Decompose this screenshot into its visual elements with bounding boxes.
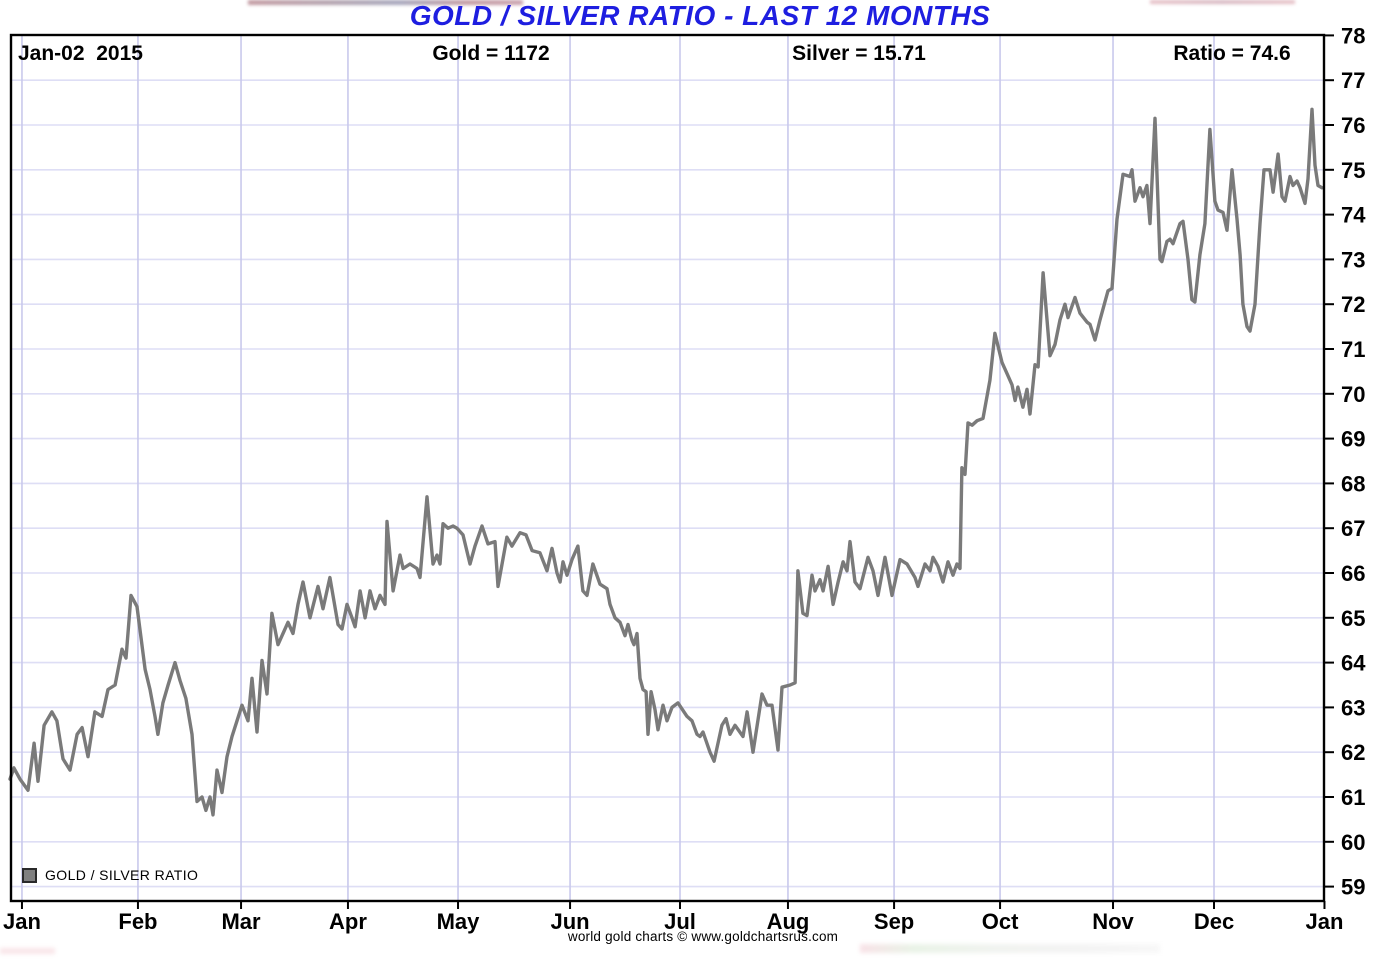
x-tick-label: Apr: [329, 909, 367, 934]
x-tick-label: Jan: [3, 909, 41, 934]
x-tick-label: Jan: [1306, 909, 1344, 934]
y-tick-label: 74: [1341, 203, 1366, 228]
x-tick-label: Nov: [1092, 909, 1134, 934]
legend-swatch-icon: [22, 867, 37, 883]
plot-frame: [9, 33, 1326, 903]
x-tick-label: Dec: [1194, 909, 1234, 934]
credit-footer: world gold charts © www.goldchartsrus.co…: [567, 929, 839, 944]
ratio-line-series: [8, 107, 1324, 817]
y-tick-label: 72: [1341, 292, 1365, 317]
y-tick-label: 68: [1341, 471, 1365, 496]
y-tick-label: 63: [1341, 695, 1365, 720]
x-tick-label: Jul: [664, 909, 696, 934]
x-tick-label: Feb: [118, 909, 157, 934]
y-tick-label: 71: [1341, 337, 1365, 362]
y-tick-label: 66: [1341, 561, 1365, 586]
page-title: GOLD / SILVER RATIO - LAST 12 MONTHS: [409, 0, 991, 31]
x-tick-label: May: [437, 909, 481, 934]
x-tick-label: Mar: [221, 909, 261, 934]
x-tick-label: Aug: [767, 909, 810, 934]
y-tick-label: 69: [1341, 427, 1365, 452]
readout-silver: Silver = 15.71: [792, 42, 926, 65]
x-tick-label: Sep: [874, 909, 914, 934]
y-tick-label: 77: [1341, 68, 1365, 93]
readout-gold: Gold = 1172: [432, 42, 550, 65]
y-tick-label: 78: [1341, 23, 1365, 48]
y-tick-label: 67: [1341, 516, 1365, 541]
y-tick-label: 62: [1341, 740, 1365, 765]
y-tick-label: 60: [1341, 830, 1365, 855]
y-tick-label: 65: [1341, 606, 1365, 631]
readout-date: Jan-02 2015: [18, 42, 143, 65]
y-tick-label: 61: [1341, 785, 1365, 810]
legend-label: GOLD / SILVER RATIO: [45, 867, 199, 883]
vertical-gridlines: [21, 35, 1215, 901]
y-tick-label: 70: [1341, 382, 1365, 407]
x-tick-label: Jun: [550, 909, 589, 934]
y-tick-label: 75: [1341, 158, 1365, 183]
x-axis: Jan Feb Mar Apr May Jun Jul Aug Sep Oct Nov Dec Jan: [3, 901, 1343, 934]
readout-ratio: Ratio = 74.6: [1173, 42, 1291, 65]
x-tick-label: Oct: [982, 909, 1019, 934]
y-tick-label: 64: [1341, 651, 1366, 676]
horizontal-gridlines: [10, 79, 1325, 888]
y-tick-label: 76: [1341, 113, 1365, 138]
y-tick-label: 59: [1341, 875, 1365, 900]
y-axis: 59 60 61 62 63 64 65 66 67 68 69 70 71 72 73 74 75 76 77 78: [1325, 23, 1366, 900]
y-tick-label: 73: [1341, 247, 1365, 272]
ratio-line: [8, 107, 1324, 817]
legend: GOLD / SILVER RATIO: [22, 867, 198, 883]
